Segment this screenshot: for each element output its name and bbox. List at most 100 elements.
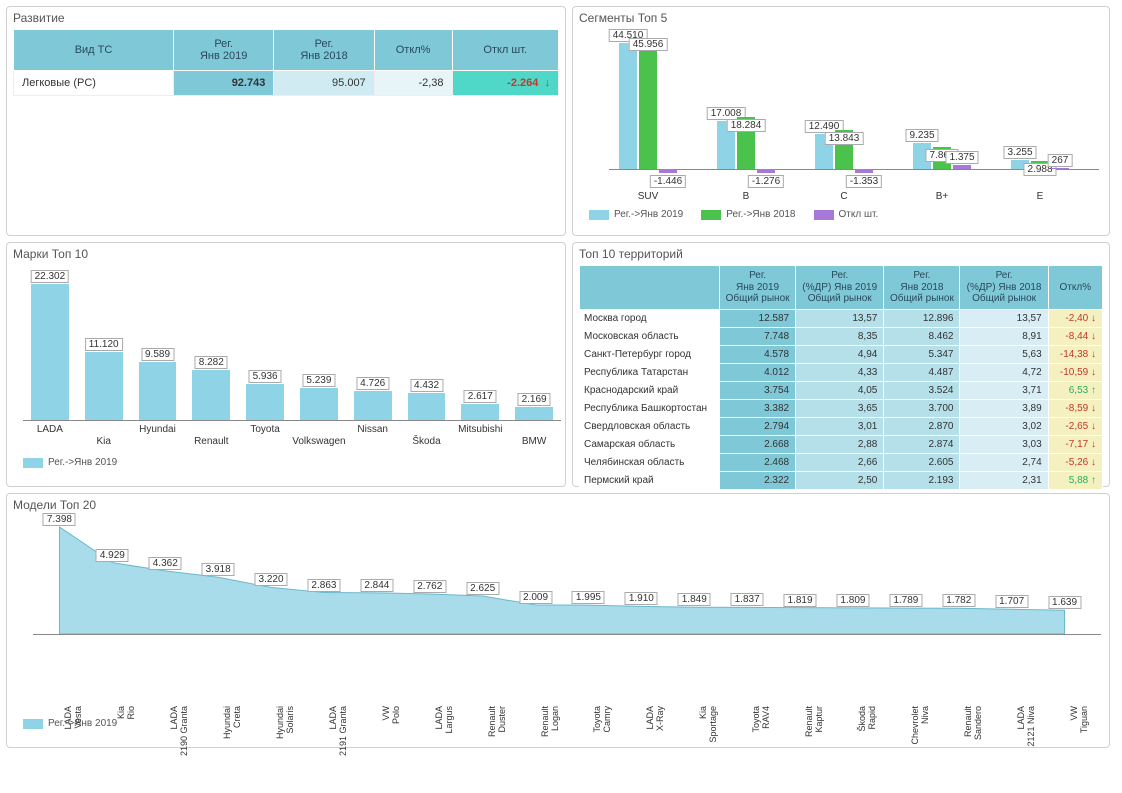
terr-cell: Пермский край: [580, 471, 720, 489]
terr-header-cell: Рег.Янв 2018Общий рынок: [884, 266, 960, 310]
point-value-label: 3.918: [202, 563, 235, 576]
terr-cell: 3.524: [884, 381, 960, 399]
category-label: Toyota: [250, 424, 279, 435]
terr-cell: 8,91: [960, 327, 1048, 345]
terr-pct-cell: -10,59 ↓: [1048, 363, 1102, 381]
table-row: Республика Башкортостан3.3823,653.7003,8…: [580, 399, 1103, 417]
bar-value-label: 9.235: [905, 129, 938, 142]
chart-bar: [757, 169, 775, 173]
terr-header-cell: Рег.(%ДР) Янв 2018Общий рынок: [960, 266, 1048, 310]
bar-value-label: 2.169: [518, 393, 551, 406]
terr-cell: Самарская область: [580, 435, 720, 453]
category-label: RenaultKaptur: [804, 706, 824, 776]
dev-header-cell: Рег.Янв 2018: [274, 30, 374, 71]
terr-cell: 2,66: [796, 453, 884, 471]
point-value-label: 1.995: [572, 591, 605, 604]
category-label: LADAX-Ray: [645, 706, 665, 776]
arrow-down-icon: ↓: [1091, 403, 1096, 414]
terr-pct-cell: 6,53 ↑: [1048, 381, 1102, 399]
terr-cell: 4.578: [720, 345, 796, 363]
category-label: LADAVesta: [63, 706, 83, 776]
category-label: C: [840, 191, 847, 202]
models-area-chart: [13, 516, 1101, 636]
table-row: Самарская область2.6682,882.8743,03-7,17…: [580, 435, 1103, 453]
terr-cell: 3,01: [796, 417, 884, 435]
terr-pct-cell: -2,65 ↓: [1048, 417, 1102, 435]
chart-bar: [953, 165, 971, 169]
terr-cell: 3.754: [720, 381, 796, 399]
terr-pct-cell: 5,88 ↑: [1048, 471, 1102, 489]
category-label: Kia: [96, 436, 110, 447]
terr-cell: 2,50: [796, 471, 884, 489]
point-value-label: 1.809: [836, 594, 869, 607]
arrow-down-icon: ↓: [1091, 457, 1096, 468]
legend-label: Рег.->Янв 2019: [614, 209, 683, 220]
point-value-label: 1.819: [784, 594, 817, 607]
bar-value-label: 3.255: [1003, 146, 1036, 159]
terr-pct-cell: -14,38 ↓: [1048, 345, 1102, 363]
terr-cell: 12.896: [884, 309, 960, 327]
point-value-label: 2.863: [307, 579, 340, 592]
chart-bar: [515, 407, 553, 420]
category-label: Škoda: [412, 436, 440, 447]
point-value-label: 2.762: [413, 580, 446, 593]
category-label: LADA2191 Granta: [328, 706, 348, 776]
pct-cell: -2,38: [374, 71, 452, 96]
bar-value-label: 267: [1048, 154, 1073, 167]
category-label: HyundaiSolaris: [275, 706, 295, 776]
terr-cell: 2.605: [884, 453, 960, 471]
bar-value-label: 9.589: [141, 348, 174, 361]
bar-value-label: 13.843: [825, 132, 864, 145]
category-label: B+: [936, 191, 949, 202]
terr-cell: 4.487: [884, 363, 960, 381]
legend-label: Откл шт.: [839, 209, 879, 220]
category-label: B: [743, 191, 750, 202]
terr-cell: 13,57: [960, 309, 1048, 327]
bar-value-label: 5.936: [249, 370, 282, 383]
table-row: Краснодарский край3.7544,053.5243,716,53…: [580, 381, 1103, 399]
bar-value-label: 4.432: [410, 379, 443, 392]
arrow-down-icon: ↓: [1091, 313, 1096, 324]
segments-panel: Сегменты Топ 5 44.51045.956-1.446SUV17.0…: [572, 6, 1110, 236]
category-label: Volkswagen: [292, 436, 345, 447]
legend-label: Рег.->Янв 2019: [48, 457, 117, 468]
category-label: KiaSportage: [698, 706, 718, 776]
bar-value-label: 5.239: [302, 374, 335, 387]
category-label: ToyotaCamry: [592, 706, 612, 776]
terr-cell: Республика Татарстан: [580, 363, 720, 381]
segments-title: Сегменты Топ 5: [579, 11, 1103, 25]
models-chart: 7.398LADAVesta4.929KiaRio4.362LADA2190 G…: [13, 516, 1103, 716]
terr-cell: Республика Башкортостан: [580, 399, 720, 417]
bar-value-label: -1.353: [846, 175, 882, 188]
bar-value-label: 11.120: [85, 338, 123, 351]
chart-bar: [139, 362, 177, 420]
terr-pct-cell: -5,26 ↓: [1048, 453, 1102, 471]
bar-value-label: 8.282: [195, 356, 228, 369]
brands-chart: 22.302LADA11.120Kia9.589Hyundai8.282Rena…: [13, 265, 559, 455]
terr-cell: 2,88: [796, 435, 884, 453]
point-value-label: 4.362: [149, 557, 182, 570]
terr-cell: Московская область: [580, 327, 720, 345]
legend-item: Рег.->Янв 2018: [701, 209, 795, 220]
category-label: RenaultSandero: [963, 706, 983, 776]
terr-cell: 8.462: [884, 327, 960, 345]
terr-cell: 4,05: [796, 381, 884, 399]
category-label: ŠkodaRapid: [857, 706, 877, 776]
chart-bar: [300, 388, 338, 420]
point-value-label: 2.009: [519, 591, 552, 604]
terr-cell: 3,71: [960, 381, 1048, 399]
arrow-down-icon: ↓: [1091, 439, 1096, 450]
terr-cell: Свердловская область: [580, 417, 720, 435]
category-label: SUV: [638, 191, 659, 202]
bar-value-label: 22.302: [31, 270, 70, 283]
category-label: KiaRio: [116, 706, 136, 776]
terr-cell: 4,94: [796, 345, 884, 363]
arrow-up-icon: ↑: [1091, 475, 1096, 486]
development-panel: Развитие Вид ТСРег.Янв 2019Рег.Янв 2018О…: [6, 6, 566, 236]
table-row: Московская область7.7488,358.4628,91-8,4…: [580, 327, 1103, 345]
delta-cell: -2.264 ↓: [452, 71, 558, 96]
development-table: Вид ТСРег.Янв 2019Рег.Янв 2018Откл%Откл …: [13, 29, 559, 96]
arrow-down-icon: ↓: [1091, 331, 1096, 342]
terr-cell: 2.870: [884, 417, 960, 435]
terr-cell: 2.668: [720, 435, 796, 453]
